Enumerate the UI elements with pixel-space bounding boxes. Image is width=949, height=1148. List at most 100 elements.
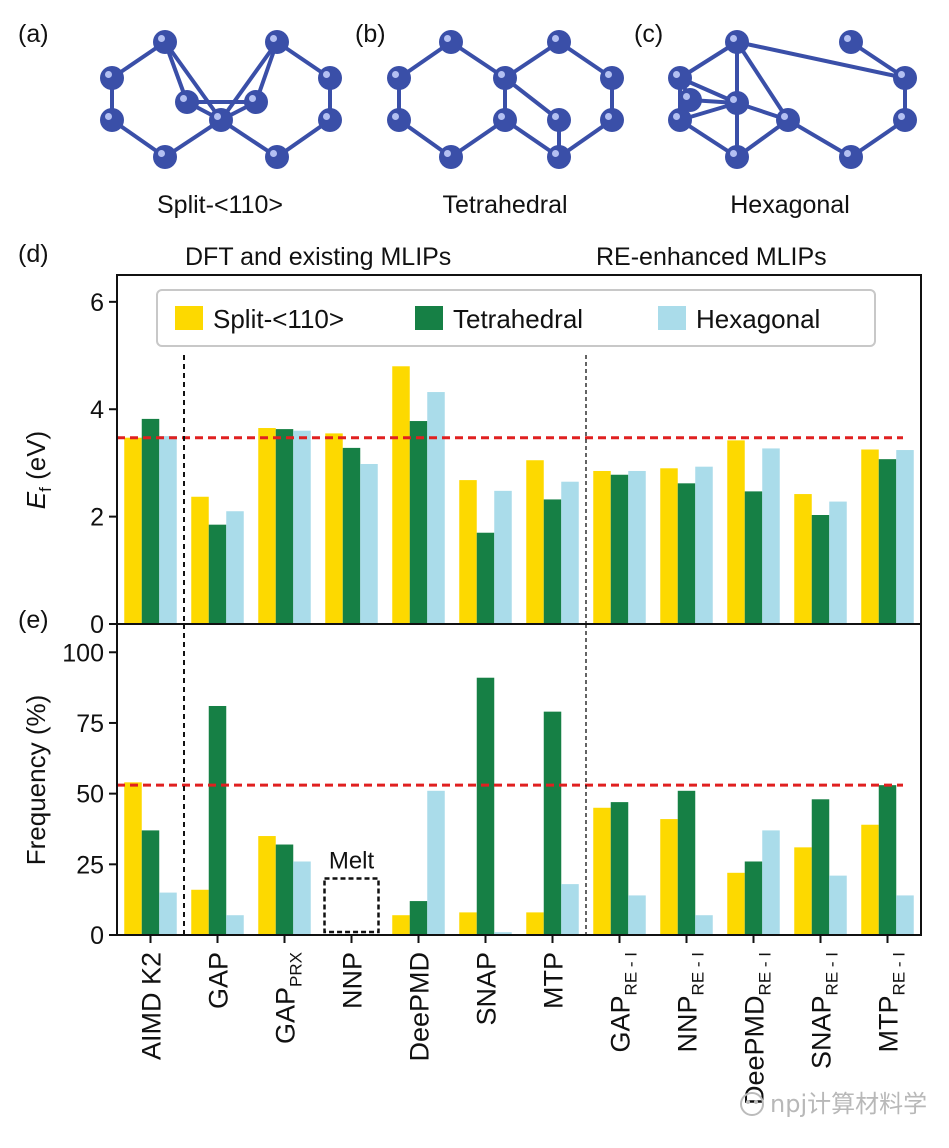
atom — [209, 108, 233, 132]
bar — [293, 430, 311, 624]
tetrahedral-structure — [387, 30, 624, 169]
panel-c-caption: Hexagonal — [730, 191, 850, 219]
x-tick-label-main: NNP — [673, 995, 703, 1052]
bar — [124, 782, 142, 935]
y-axis-title-energy: Ef (eV) — [21, 431, 55, 509]
atom-highlight — [392, 113, 399, 120]
bar — [610, 474, 629, 624]
bar — [695, 466, 713, 624]
bar — [593, 470, 611, 624]
x-tick-label: GAP — [204, 952, 234, 1009]
bar — [811, 799, 830, 935]
bar — [878, 785, 897, 935]
bar — [762, 830, 780, 935]
split-110-structure — [100, 30, 342, 169]
atom — [175, 90, 199, 114]
atom — [547, 145, 571, 169]
bond — [219, 40, 279, 122]
y-title-main: E — [21, 491, 51, 509]
y-tick-label: 25 — [76, 851, 104, 879]
panel-e-tag: (e) — [18, 606, 49, 634]
bar — [744, 861, 763, 935]
atom — [100, 66, 124, 90]
panel-b-tag: (b) — [355, 20, 386, 48]
atom-highlight — [898, 71, 905, 78]
atom-highlight — [498, 113, 505, 120]
bar — [794, 847, 812, 935]
bar — [561, 884, 579, 935]
bar — [829, 501, 847, 624]
bar — [293, 861, 311, 935]
atom — [776, 108, 800, 132]
bar — [392, 366, 410, 624]
atom — [153, 145, 177, 169]
atom-highlight — [249, 95, 256, 102]
bar — [526, 460, 544, 624]
bar — [159, 436, 177, 624]
bar — [896, 450, 914, 624]
bar — [342, 447, 361, 624]
atom-highlight — [105, 71, 112, 78]
atom — [893, 108, 917, 132]
x-tick-label: GAPRE - I — [606, 952, 641, 1052]
x-tick-label: GAPPRX — [271, 952, 306, 1044]
atom — [893, 66, 917, 90]
bar — [191, 889, 209, 935]
legend-box — [156, 289, 876, 347]
atom — [387, 66, 411, 90]
bar — [593, 807, 611, 935]
panel-c-tag: (c) — [634, 20, 663, 48]
x-tick-label-sub: RE - I — [689, 952, 708, 995]
x-tick-label: MTPRE - I — [874, 952, 909, 1052]
x-tick-label-main: AIMD K2 — [137, 952, 167, 1060]
atom — [318, 66, 342, 90]
atom-highlight — [844, 35, 851, 42]
atom-highlight — [498, 71, 505, 78]
legend-label: Split-<110> — [213, 304, 344, 334]
bar — [494, 490, 512, 624]
y-tick-label: 6 — [90, 289, 104, 317]
atom-highlight — [844, 150, 851, 157]
bar — [459, 912, 477, 935]
atom-highlight — [392, 71, 399, 78]
melt-box — [323, 877, 380, 934]
bar — [124, 437, 142, 624]
bar — [660, 819, 678, 935]
bar — [695, 915, 713, 935]
x-tick-label-sub: PRX — [287, 952, 306, 987]
bar — [258, 428, 276, 624]
watermark-text: npj计算材料学 — [770, 1090, 927, 1118]
x-tick-label-main: DeePMD — [740, 995, 770, 1105]
atom — [600, 66, 624, 90]
atom — [100, 108, 124, 132]
atom — [725, 145, 749, 169]
panel-b-caption: Tetrahedral — [442, 191, 567, 219]
x-tick-label: AIMD K2 — [137, 952, 167, 1060]
x-tick-label: NNP — [338, 952, 368, 1009]
watermark: npj计算材料学 — [740, 1090, 927, 1118]
bar — [427, 790, 445, 935]
bar — [829, 875, 847, 935]
y-tick-label: 4 — [90, 396, 104, 424]
bar — [191, 496, 209, 624]
section-label-right: RE-enhanced MLIPs — [596, 243, 827, 271]
x-tick-label-sub: RE - I — [823, 952, 842, 995]
atom — [839, 145, 863, 169]
x-tick-label-main: GAP — [204, 952, 234, 1009]
y-tick-label: 0 — [90, 611, 104, 639]
x-tick-label: MTP — [539, 952, 569, 1009]
bar — [208, 524, 227, 624]
x-tick-label: NNPRE - I — [673, 952, 708, 1052]
atom — [725, 91, 749, 115]
bar — [610, 802, 629, 935]
x-tick-label-main: SNAP — [472, 952, 502, 1026]
atom-highlight — [270, 150, 277, 157]
x-tick-label: DeePMD — [405, 952, 435, 1062]
formation-energy-chart: 0 2 4 6 Split-<110> Tetrahedral Hexagonal — [90, 274, 922, 639]
bar — [409, 901, 428, 935]
x-tick-label-main: MTP — [874, 995, 904, 1052]
bond — [735, 40, 790, 122]
bar — [325, 433, 343, 624]
bar — [526, 912, 544, 935]
atom — [265, 145, 289, 169]
